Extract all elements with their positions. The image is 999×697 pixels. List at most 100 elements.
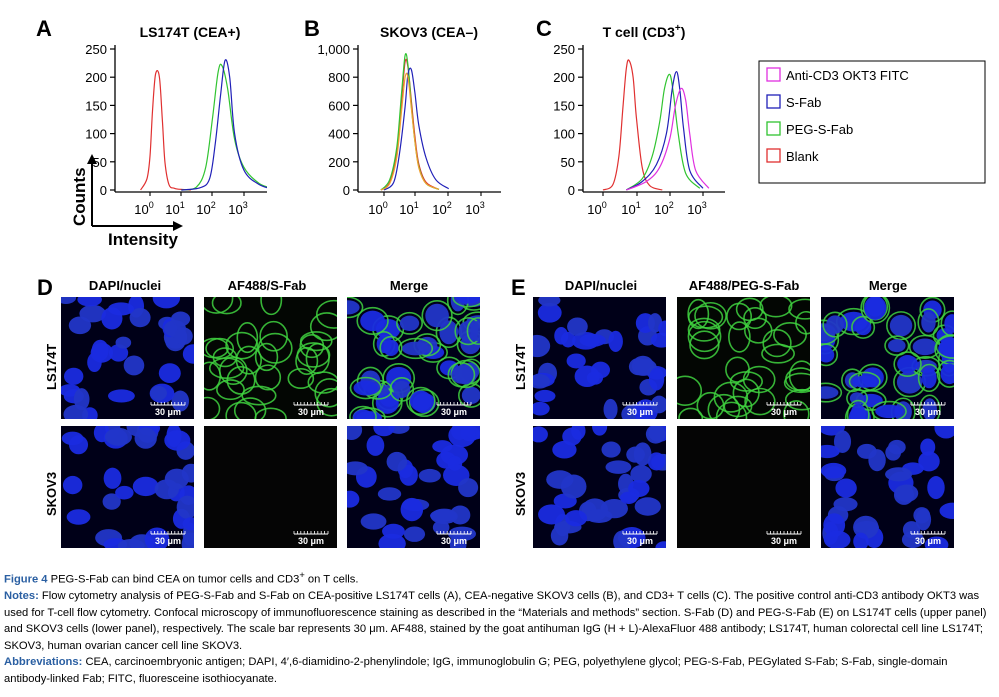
intensity-arrow-head (173, 221, 183, 231)
legend-swatch (766, 67, 781, 82)
row-head-d-1: LS174T (44, 344, 59, 390)
series-line-anti-cd3-okt3-fitc (380, 72, 440, 191)
caption-notes: Notes: Flow cytometry analysis of PEG-S-… (4, 588, 994, 654)
panel-letter-a: A (36, 16, 52, 41)
micrograph-background (204, 426, 337, 548)
legend-label: Anti-CD3 OKT3 FITC (786, 68, 909, 83)
series-group-a (140, 59, 267, 191)
plot-title-c-text: T cell (CD3 (603, 24, 676, 40)
scale-bar: 30 μm (436, 531, 472, 546)
panel-letter-b: B (304, 16, 320, 41)
x-tick-exponent: 0 (383, 200, 388, 210)
notes-label: Notes: (4, 590, 39, 603)
figure-title: PEG-S-Fab can bind CEA on tumor cells an… (50, 573, 300, 586)
series-line-s-fab (626, 70, 704, 191)
scale-bar-label: 30 μm (915, 536, 941, 546)
figure-title-sup: + (299, 570, 305, 580)
scale-bar-label: 30 μm (298, 407, 324, 417)
x-tick-exponent: 2 (669, 200, 674, 210)
y-tick-label: 250 (553, 42, 575, 57)
x-tick-exponent: 3 (702, 200, 707, 210)
series-line-s-fab (383, 67, 450, 191)
col-head-d-3: Merge (390, 278, 428, 293)
counts-arrow-head (87, 154, 97, 164)
legend-box (758, 60, 986, 184)
micrograph-dark (204, 426, 337, 548)
micrograph-green (677, 297, 810, 419)
x-tick-label: 103 (687, 200, 706, 217)
legend-swatch (766, 148, 781, 163)
abbrev-text: CEA, carcinoembryonic antigen; DAPI, 4′,… (4, 656, 948, 685)
y-tick-label: 50 (561, 155, 575, 170)
row-head-e-1: LS174T (513, 344, 528, 390)
col-head-d-1: DAPI/nuclei (89, 278, 161, 293)
scale-bar: 30 μm (150, 531, 186, 546)
legend-swatch (766, 121, 781, 136)
col-head-e-2: AF488/PEG-S-Fab (689, 278, 800, 293)
series-group-b (380, 53, 450, 191)
plot-title-c-end: ) (681, 24, 686, 40)
figure-label: Figure 4 (4, 573, 48, 586)
scale-bar: 30 μm (436, 402, 472, 417)
y-tick-label: 200 (328, 155, 350, 170)
x-tick-label: 102 (654, 200, 673, 217)
micrograph-blue (533, 426, 666, 548)
plot-title-c-sup: + (675, 23, 681, 34)
scale-bar-label: 30 μm (915, 407, 941, 417)
figure-caption: Figure 4 PEG-S-Fab can bind CEA on tumor… (4, 567, 994, 687)
scale-bar-label: 30 μm (771, 407, 797, 417)
series-line-s-fab (181, 59, 267, 191)
series-line-peg-s-fab (181, 63, 267, 191)
x-tick-exponent: 0 (602, 200, 607, 210)
y-tick-label: 150 (553, 98, 575, 113)
x-tick-exponent: 2 (211, 200, 216, 210)
x-tick-exponent: 1 (414, 200, 419, 210)
scale-bar: 30 μm (910, 531, 946, 546)
x-tick-exponent: 1 (180, 200, 185, 210)
series-line-peg-s-fab (625, 73, 701, 191)
micrograph-merge (347, 297, 480, 419)
micrograph-background (677, 426, 810, 548)
x-axis-title: Intensity (108, 230, 178, 249)
y-tick-label: 100 (553, 127, 575, 142)
legend-label: Blank (786, 149, 819, 164)
x-tick-exponent: 2 (447, 200, 452, 210)
legend-swatch (766, 94, 781, 109)
figure-title-end: on T cells. (304, 573, 359, 586)
micrograph-green (204, 297, 337, 419)
series-group-c (602, 59, 710, 191)
row-head-e-2: SKOV3 (513, 472, 528, 516)
microscopy-panel-e: E DAPI/nuclei AF488/PEG-S-Fab Merge LS17… (511, 275, 954, 548)
x-tick-exponent: 3 (243, 200, 248, 210)
scale-bar-label: 30 μm (155, 536, 181, 546)
x-tick-label: 101 (165, 200, 184, 217)
micrograph-blue (61, 426, 194, 548)
y-tick-label: 800 (328, 70, 350, 85)
y-tick-label: 600 (328, 98, 350, 113)
x-tick-label: 102 (196, 200, 215, 217)
scale-bar-label: 30 μm (298, 536, 324, 546)
y-tick-label: 400 (328, 127, 350, 142)
scale-bar-label: 30 μm (771, 536, 797, 546)
x-tick-label: 103 (465, 200, 484, 217)
scale-bar-label: 30 μm (441, 407, 467, 417)
series-line-anti-cd3-okt3-fitc (626, 87, 710, 191)
y-tick-label: 250 (85, 42, 107, 57)
scale-bar-label: 30 μm (627, 536, 653, 546)
micrograph-blue (347, 426, 480, 548)
scale-bar-label: 30 μm (155, 407, 181, 417)
x-tick-exponent: 0 (149, 200, 154, 210)
micrograph-blue (61, 297, 194, 419)
scale-bar: 30 μm (910, 402, 946, 417)
y-tick-label: 200 (553, 70, 575, 85)
scale-bar: 30 μm (766, 531, 802, 546)
x-tick-exponent: 1 (636, 200, 641, 210)
col-head-e-1: DAPI/nuclei (565, 278, 637, 293)
legend-label: PEG-S-Fab (786, 122, 853, 137)
series-line-blank (140, 70, 191, 191)
abbrev-label: Abbreviations: (4, 656, 83, 669)
